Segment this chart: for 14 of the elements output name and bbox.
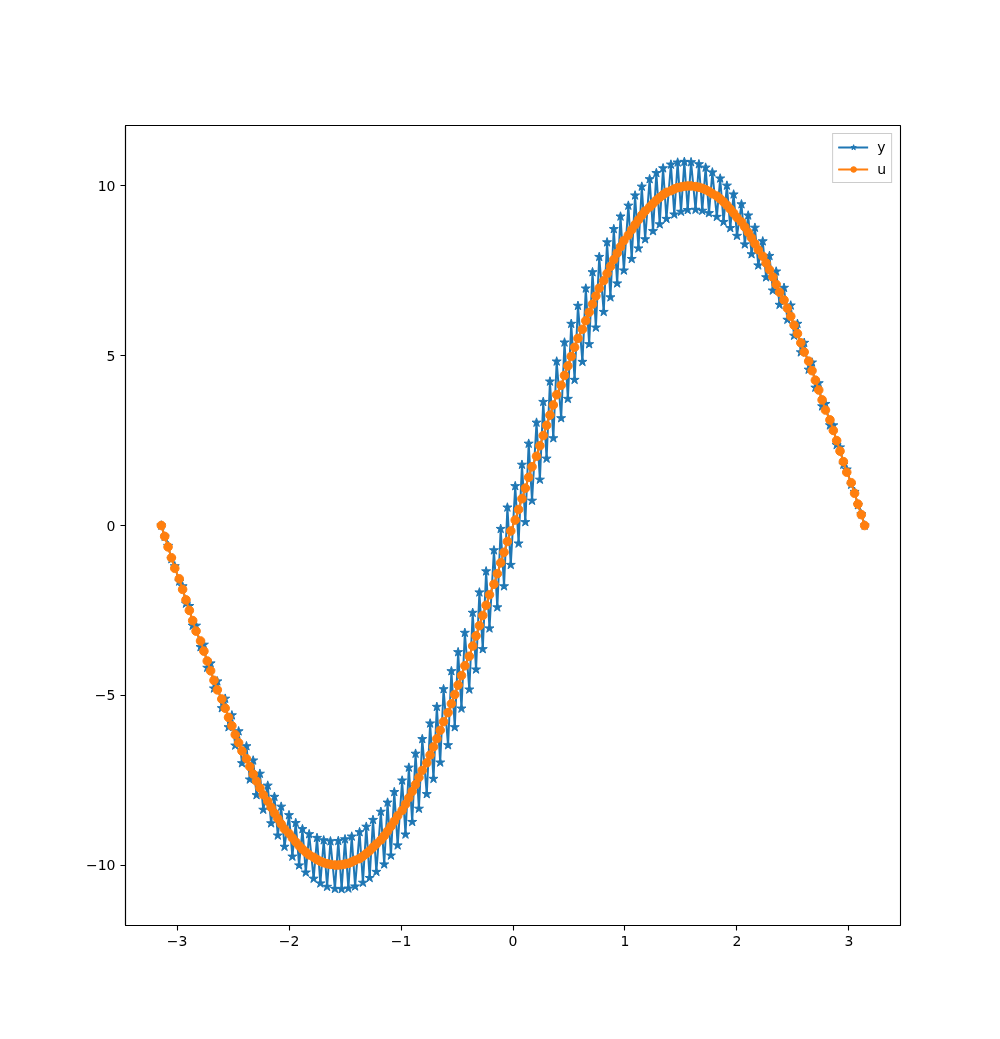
x-tick-label: −1 xyxy=(390,932,412,949)
x-tick-label: 3 xyxy=(844,932,854,949)
x-tick-label: 2 xyxy=(732,932,742,949)
y-tick-label: −5 xyxy=(94,687,116,704)
legend-label: u xyxy=(877,161,886,177)
x-tick-label: 0 xyxy=(508,932,518,949)
y-tick-label: 10 xyxy=(97,177,116,194)
y-tick-label: 0 xyxy=(106,517,116,534)
y-tick-label: −10 xyxy=(85,857,116,874)
x-tick-label: −2 xyxy=(278,932,300,949)
x-tick-label: −3 xyxy=(166,932,188,949)
legend-label: y xyxy=(877,139,886,155)
y-tick-label: 5 xyxy=(106,347,116,364)
x-tick-label: 1 xyxy=(620,932,630,949)
